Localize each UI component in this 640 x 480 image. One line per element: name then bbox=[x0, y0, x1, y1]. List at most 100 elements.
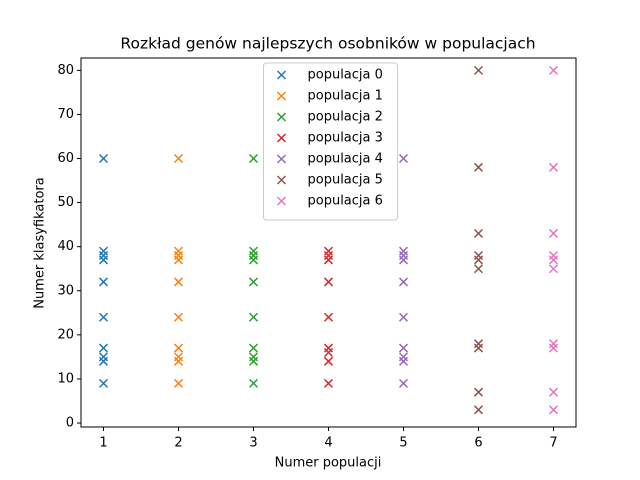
x-tick-label: 1 bbox=[99, 436, 107, 451]
scatter-point bbox=[173, 312, 184, 322]
scatter-point bbox=[323, 312, 334, 322]
x-tick-label: 4 bbox=[324, 436, 332, 451]
scatter-point bbox=[248, 352, 259, 362]
scatter-point bbox=[248, 255, 259, 265]
scatter-point bbox=[98, 246, 109, 256]
scatter-point bbox=[548, 339, 559, 349]
scatter-point bbox=[398, 277, 409, 287]
scatter-point bbox=[473, 387, 484, 397]
scatter-point bbox=[473, 343, 484, 353]
scatter-point bbox=[173, 356, 184, 366]
scatter-point bbox=[473, 162, 484, 172]
scatter-point bbox=[173, 250, 184, 261]
scatter-point bbox=[323, 255, 334, 265]
scatter-point bbox=[398, 246, 409, 256]
y-tick-label: 0 bbox=[66, 416, 74, 431]
x-tick-label: 3 bbox=[249, 436, 257, 451]
scatter-point bbox=[173, 343, 184, 353]
y-tick-label: 30 bbox=[57, 283, 74, 298]
scatter-point bbox=[398, 356, 409, 366]
scatter-point bbox=[248, 153, 259, 164]
scatter-point bbox=[323, 378, 334, 388]
legend-label: populacja 1 bbox=[308, 89, 383, 104]
legend-label: populacja 4 bbox=[308, 152, 383, 167]
plot-area bbox=[98, 65, 559, 415]
y-tick-label: 70 bbox=[57, 107, 74, 122]
scatter-point bbox=[548, 387, 559, 397]
scatter-point bbox=[98, 312, 109, 322]
scatter-point bbox=[98, 250, 109, 261]
scatter-point bbox=[398, 352, 409, 362]
scatter-point bbox=[98, 153, 109, 164]
legend-marker bbox=[276, 112, 287, 122]
x-tick-label: 2 bbox=[174, 436, 182, 451]
scatter-point bbox=[323, 343, 334, 353]
legend-marker bbox=[276, 175, 287, 185]
scatter-point bbox=[398, 343, 409, 353]
scatter-point bbox=[98, 277, 109, 287]
scatter-point bbox=[548, 405, 559, 415]
legend-marker bbox=[276, 91, 287, 101]
scatter-point bbox=[548, 250, 559, 261]
scatter-point bbox=[398, 255, 409, 265]
scatter-point bbox=[173, 255, 184, 265]
scatter-point bbox=[473, 228, 484, 238]
scatter-point bbox=[473, 255, 484, 265]
scatter-point bbox=[248, 312, 259, 322]
scatter-point bbox=[548, 228, 559, 238]
scatter-point bbox=[173, 378, 184, 388]
scatter-point bbox=[173, 277, 184, 287]
x-tick-label: 5 bbox=[399, 436, 407, 451]
scatter-point bbox=[173, 246, 184, 256]
legend-label: populacja 0 bbox=[308, 68, 383, 83]
scatter-point bbox=[98, 255, 109, 265]
chart-title: Rozkład genów najlepszych osobników w po… bbox=[120, 35, 535, 53]
scatter-point bbox=[473, 339, 484, 349]
y-tick-label: 20 bbox=[57, 327, 74, 342]
scatter-point bbox=[548, 343, 559, 353]
legend: populacja 0 populacja 1 populacja 2 populac… bbox=[263, 62, 398, 221]
scatter-point bbox=[398, 153, 409, 164]
scatter-point bbox=[98, 352, 109, 362]
x-axis-label: Numer populacji bbox=[275, 456, 382, 471]
scatter-point bbox=[473, 65, 484, 75]
scatter-point bbox=[98, 356, 109, 366]
scatter-point bbox=[98, 378, 109, 388]
legend-label: populacja 2 bbox=[308, 110, 383, 125]
scatter-point bbox=[548, 162, 559, 172]
scatter-point bbox=[248, 378, 259, 388]
legend-label: populacja 3 bbox=[308, 131, 383, 146]
scatter-point bbox=[548, 65, 559, 75]
y-tick-label: 40 bbox=[57, 239, 74, 254]
scatter-point bbox=[398, 250, 409, 261]
legend-marker bbox=[276, 196, 287, 206]
y-tick-label: 50 bbox=[57, 195, 74, 210]
legend-marker bbox=[276, 70, 287, 80]
legend-label: populacja 5 bbox=[308, 173, 383, 188]
scatter-point bbox=[398, 378, 409, 388]
x-tick-label: 6 bbox=[474, 436, 482, 451]
y-tick-label: 10 bbox=[57, 371, 74, 386]
scatter-point bbox=[323, 347, 334, 358]
scatter-point bbox=[98, 343, 109, 353]
scatter-point bbox=[548, 264, 559, 274]
y-axis-label: Numer klasyfikatora bbox=[33, 177, 48, 309]
legend-label: populacja 6 bbox=[308, 194, 383, 209]
scatter-point bbox=[323, 250, 334, 261]
scatter-point bbox=[323, 246, 334, 256]
scatter-point bbox=[248, 343, 259, 353]
scatter-point bbox=[323, 277, 334, 287]
legend-box bbox=[263, 62, 398, 221]
scatter-point bbox=[173, 352, 184, 362]
scatter-point bbox=[548, 255, 559, 265]
scatter-point bbox=[323, 356, 334, 366]
x-tick-label: 7 bbox=[549, 436, 557, 451]
scatter-point bbox=[173, 153, 184, 164]
legend-marker bbox=[276, 154, 287, 164]
scatter-point bbox=[248, 246, 259, 256]
legend-marker bbox=[276, 133, 287, 143]
scatter-point bbox=[473, 405, 484, 415]
scatter-point bbox=[248, 250, 259, 261]
scatter-point bbox=[398, 312, 409, 322]
scatter-point bbox=[248, 356, 259, 366]
